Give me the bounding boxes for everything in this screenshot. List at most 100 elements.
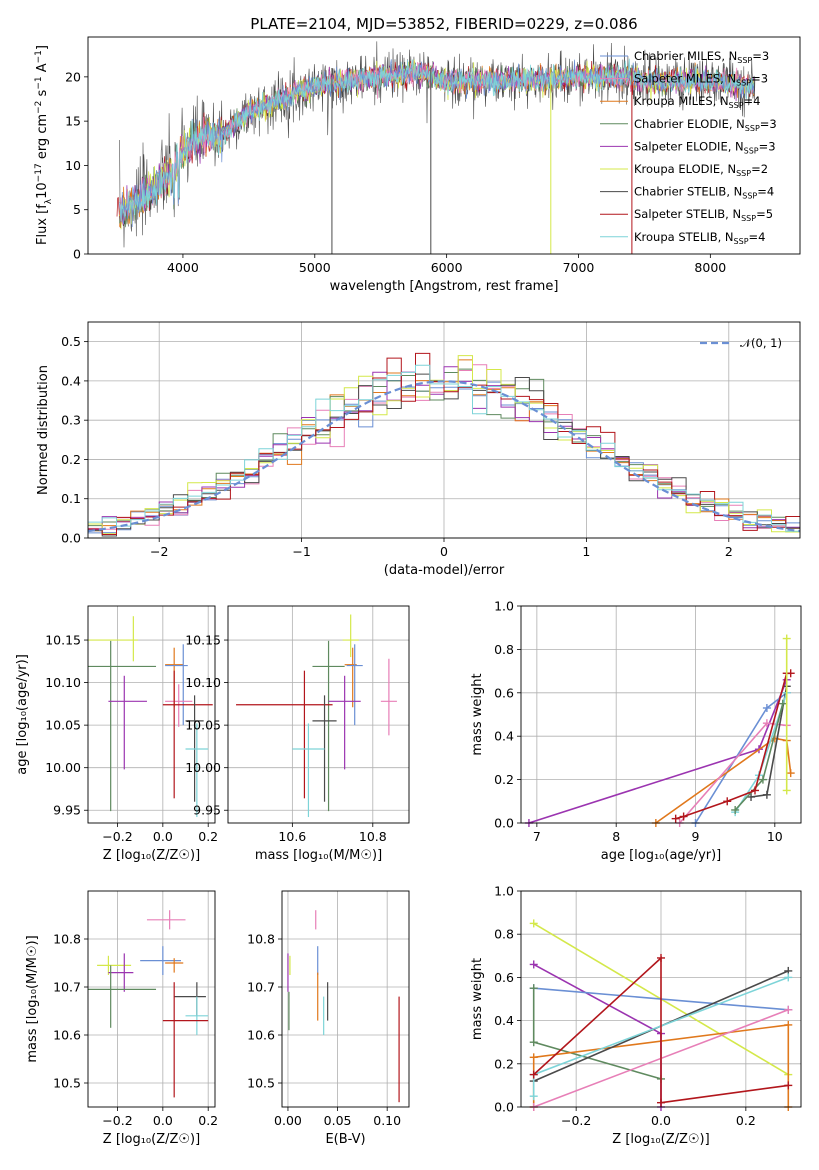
tick-label-x: −0.2 bbox=[102, 829, 132, 844]
legend-sub: SSP bbox=[737, 56, 752, 65]
tick-label-y: 10.15 bbox=[185, 633, 221, 648]
y-axis-label-part: ] bbox=[35, 45, 50, 50]
y-axis-label-part: s bbox=[35, 89, 50, 100]
chart-7: −0.2 0.0 0.2 0.0 0.2 0.4 0.6 0.8 1.0 Z [log₁₀(Z/Z… bbox=[470, 884, 802, 1147]
y-axis-label: mass [log₁₀(M/M☉)] bbox=[25, 935, 40, 1062]
tick-label-x: 10.6 bbox=[278, 829, 306, 844]
tick-label-x: 6000 bbox=[431, 260, 463, 275]
tick-label-x: 0.0 bbox=[651, 1113, 671, 1128]
y-axis-label: mass weight bbox=[470, 958, 485, 1040]
legend-sub: SSP bbox=[742, 192, 757, 201]
weight-line bbox=[533, 956, 789, 1104]
tick-label-y: 9.95 bbox=[193, 803, 221, 818]
tick-label-x: 7 bbox=[533, 829, 541, 844]
legend-sub: SSP bbox=[741, 214, 756, 223]
spectrum-line bbox=[119, 58, 755, 222]
tick-label-y: 0.6 bbox=[494, 685, 514, 700]
plot-area bbox=[87, 352, 801, 537]
x-axis-label: E(B-V) bbox=[325, 1132, 365, 1147]
legend-entry: Kroupa ELODIE, NSSP=2 bbox=[634, 162, 768, 178]
plot-area bbox=[116, 41, 756, 254]
legend-n: =3 bbox=[751, 72, 768, 86]
legend-n: =4 bbox=[749, 230, 766, 244]
axes-frame bbox=[87, 36, 801, 255]
legend-entry: 𝒩(0, 1) bbox=[740, 336, 782, 350]
plot-area bbox=[88, 616, 213, 818]
legend-text: Salpeter MILES, N bbox=[634, 72, 736, 86]
tick-label-y: 0.1 bbox=[61, 491, 81, 506]
x-axis-label: (data-model)/error bbox=[384, 563, 505, 578]
tick-label-y: 0.8 bbox=[494, 927, 514, 942]
legend-entry: Kroupa MILES, NSSP=4 bbox=[634, 94, 760, 110]
x-axis-label: Z [log₁₀(Z/Z☉)] bbox=[103, 1132, 200, 1147]
legend-sub: SSP bbox=[734, 237, 749, 246]
plot-area bbox=[88, 910, 209, 1098]
y-axis-label-part: −17 bbox=[34, 163, 44, 182]
plot-area bbox=[529, 919, 793, 1111]
tick-label-x: 8 bbox=[612, 829, 620, 844]
axes-frame bbox=[87, 605, 216, 824]
tick-label-y: 0.4 bbox=[494, 729, 514, 744]
x-axis-label: mass [log₁₀(M/M☉)] bbox=[255, 848, 382, 863]
legend-n: =2 bbox=[751, 162, 768, 176]
legend-text: Salpeter STELIB, N bbox=[634, 207, 741, 221]
weight-line bbox=[533, 963, 662, 1107]
x-axis-label: Z [log₁₀(Z/Z☉)] bbox=[612, 1132, 709, 1147]
chart-2: −0.2 0.0 0.2 9.95 10.00 10.05 10.10 10.15 Z [log… bbox=[15, 605, 218, 863]
tick-label-x: −0.2 bbox=[102, 1113, 132, 1128]
y-axis-label: age [log₁₀(age/yr)] bbox=[15, 654, 30, 775]
tick-label-x: 0.10 bbox=[373, 1113, 401, 1128]
legend-sub: SSP bbox=[729, 101, 744, 110]
tick-label-x: 0.0 bbox=[153, 829, 173, 844]
normal-curve bbox=[87, 380, 801, 533]
tick-label-x: 4000 bbox=[167, 260, 199, 275]
tick-label-x: 5000 bbox=[299, 260, 331, 275]
legend-entry: Salpeter ELODIE, NSSP=3 bbox=[634, 139, 776, 155]
tick-label-x: 8000 bbox=[694, 260, 726, 275]
tick-label-y: 10.6 bbox=[53, 1028, 81, 1043]
plot-area bbox=[524, 634, 795, 827]
tick-label-y: 0.0 bbox=[61, 531, 81, 546]
y-axis-label: Normed distribution bbox=[36, 365, 51, 495]
y-axis-label-part: erg cm bbox=[35, 114, 50, 163]
legend-entry: Chabrier MILES, NSSP=3 bbox=[634, 49, 769, 65]
chart-0: 4000 5000 6000 7000 8000 0 5 10 15 20 wavelength [… bbox=[34, 15, 801, 294]
tick-label-x: 7000 bbox=[563, 260, 595, 275]
chart-6: 0.00 0.05 0.10 10.5 10.6 10.7 10.8 E(B-V) bbox=[247, 890, 410, 1147]
tick-label-x: 0.2 bbox=[736, 1113, 756, 1128]
tick-label-y: 0.5 bbox=[61, 334, 81, 349]
tick-label-x: 10.8 bbox=[359, 829, 387, 844]
legend-sub: SSP bbox=[744, 146, 759, 155]
y-axis-label-part: −2 bbox=[34, 101, 44, 114]
legend-text: Chabrier STELIB, N bbox=[634, 185, 742, 199]
tick-label-y: 1.0 bbox=[494, 884, 514, 899]
tick-label-y: 10.15 bbox=[45, 633, 81, 648]
legend-text: Salpeter ELODIE, N bbox=[634, 139, 744, 153]
tick-label-y: 0.3 bbox=[61, 413, 81, 428]
tick-label-y: 10.8 bbox=[53, 932, 81, 947]
tick-label-x: −0.2 bbox=[561, 1113, 591, 1128]
tick-label-y: 20 bbox=[65, 69, 81, 84]
tick-label-y: 0 bbox=[73, 247, 81, 262]
legend-sub: SSP bbox=[745, 124, 760, 133]
legend-n: =3 bbox=[760, 117, 777, 131]
y-axis-label: mass weight bbox=[470, 673, 485, 755]
x-axis-label: Z [log₁₀(Z/Z☉)] bbox=[103, 848, 200, 863]
chart-1: −2 −1 0 1 2 0.0 0.1 0.2 0.3 0.4 0.5 (data-model)/er… bbox=[36, 321, 801, 578]
tick-label-x: 0.05 bbox=[324, 1113, 352, 1128]
tick-label-y: 10.00 bbox=[45, 760, 81, 775]
tick-label-x: 0.00 bbox=[274, 1113, 302, 1128]
tick-label-x: 1 bbox=[582, 544, 590, 559]
weight-line bbox=[655, 737, 792, 824]
tick-label-y: 10.05 bbox=[45, 718, 81, 733]
tick-label-y: 0.0 bbox=[494, 1100, 514, 1115]
legend-n: =4 bbox=[757, 185, 774, 199]
tick-label-y: 0.8 bbox=[494, 642, 514, 657]
legend-entry: Salpeter STELIB, NSSP=5 bbox=[634, 207, 773, 223]
tick-label-x: 0.2 bbox=[198, 1113, 218, 1128]
y-axis-label-part: Flux [f bbox=[35, 204, 50, 245]
histogram-series bbox=[88, 364, 800, 532]
chart-3: 10.6 10.8 9.95 10.00 10.05 10.10 10.15 mass [lo… bbox=[185, 605, 410, 863]
